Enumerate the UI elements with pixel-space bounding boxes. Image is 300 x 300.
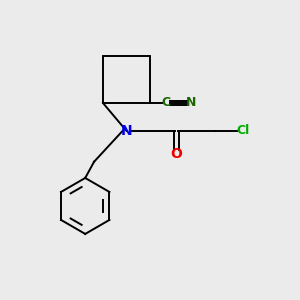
Text: N: N — [186, 96, 196, 110]
Text: N: N — [121, 124, 132, 138]
Text: C: C — [162, 96, 171, 110]
Text: O: O — [171, 147, 182, 161]
Text: Cl: Cl — [236, 124, 249, 137]
